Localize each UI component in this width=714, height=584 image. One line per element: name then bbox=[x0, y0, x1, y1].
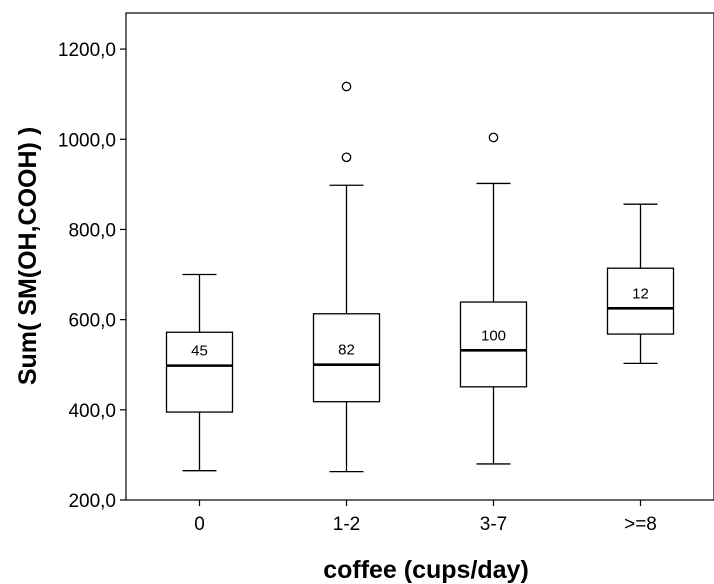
plot-frame bbox=[125, 12, 714, 501]
y-tick-label: 600,0 bbox=[68, 311, 116, 332]
count-label: 12 bbox=[632, 285, 649, 302]
count-label: 100 bbox=[481, 327, 506, 344]
x-tick-label: 3-7 bbox=[480, 514, 507, 535]
y-tick-label: 400,0 bbox=[68, 401, 116, 422]
box-iqr bbox=[459, 301, 528, 388]
plot-layer: 200,0 400,0 600,0 800,0 1000,0 1200,0 0 1-2 3-7 >… bbox=[58, 12, 714, 535]
y-tick-label: 1200,0 bbox=[58, 40, 116, 61]
y-tick-label: 200,0 bbox=[68, 491, 116, 512]
x-tick-label: 0 bbox=[194, 514, 205, 535]
x-axis-title: coffee (cups/day) bbox=[323, 556, 529, 584]
count-label: 82 bbox=[338, 342, 355, 359]
outlier-point bbox=[341, 81, 352, 92]
y-axis-title: Sum( SM(OH,COOH) ) bbox=[14, 127, 42, 385]
x-tick-label: >=8 bbox=[624, 514, 657, 535]
outlier-point bbox=[341, 152, 352, 163]
y-tick-label: 1000,0 bbox=[58, 130, 116, 151]
x-tick-label: 1-2 bbox=[333, 514, 360, 535]
box-iqr bbox=[606, 267, 675, 335]
box-iqr bbox=[165, 331, 234, 413]
box-iqr bbox=[312, 313, 381, 403]
count-label: 45 bbox=[191, 343, 208, 360]
y-tick-label: 800,0 bbox=[68, 220, 116, 241]
outlier-point bbox=[488, 132, 499, 143]
